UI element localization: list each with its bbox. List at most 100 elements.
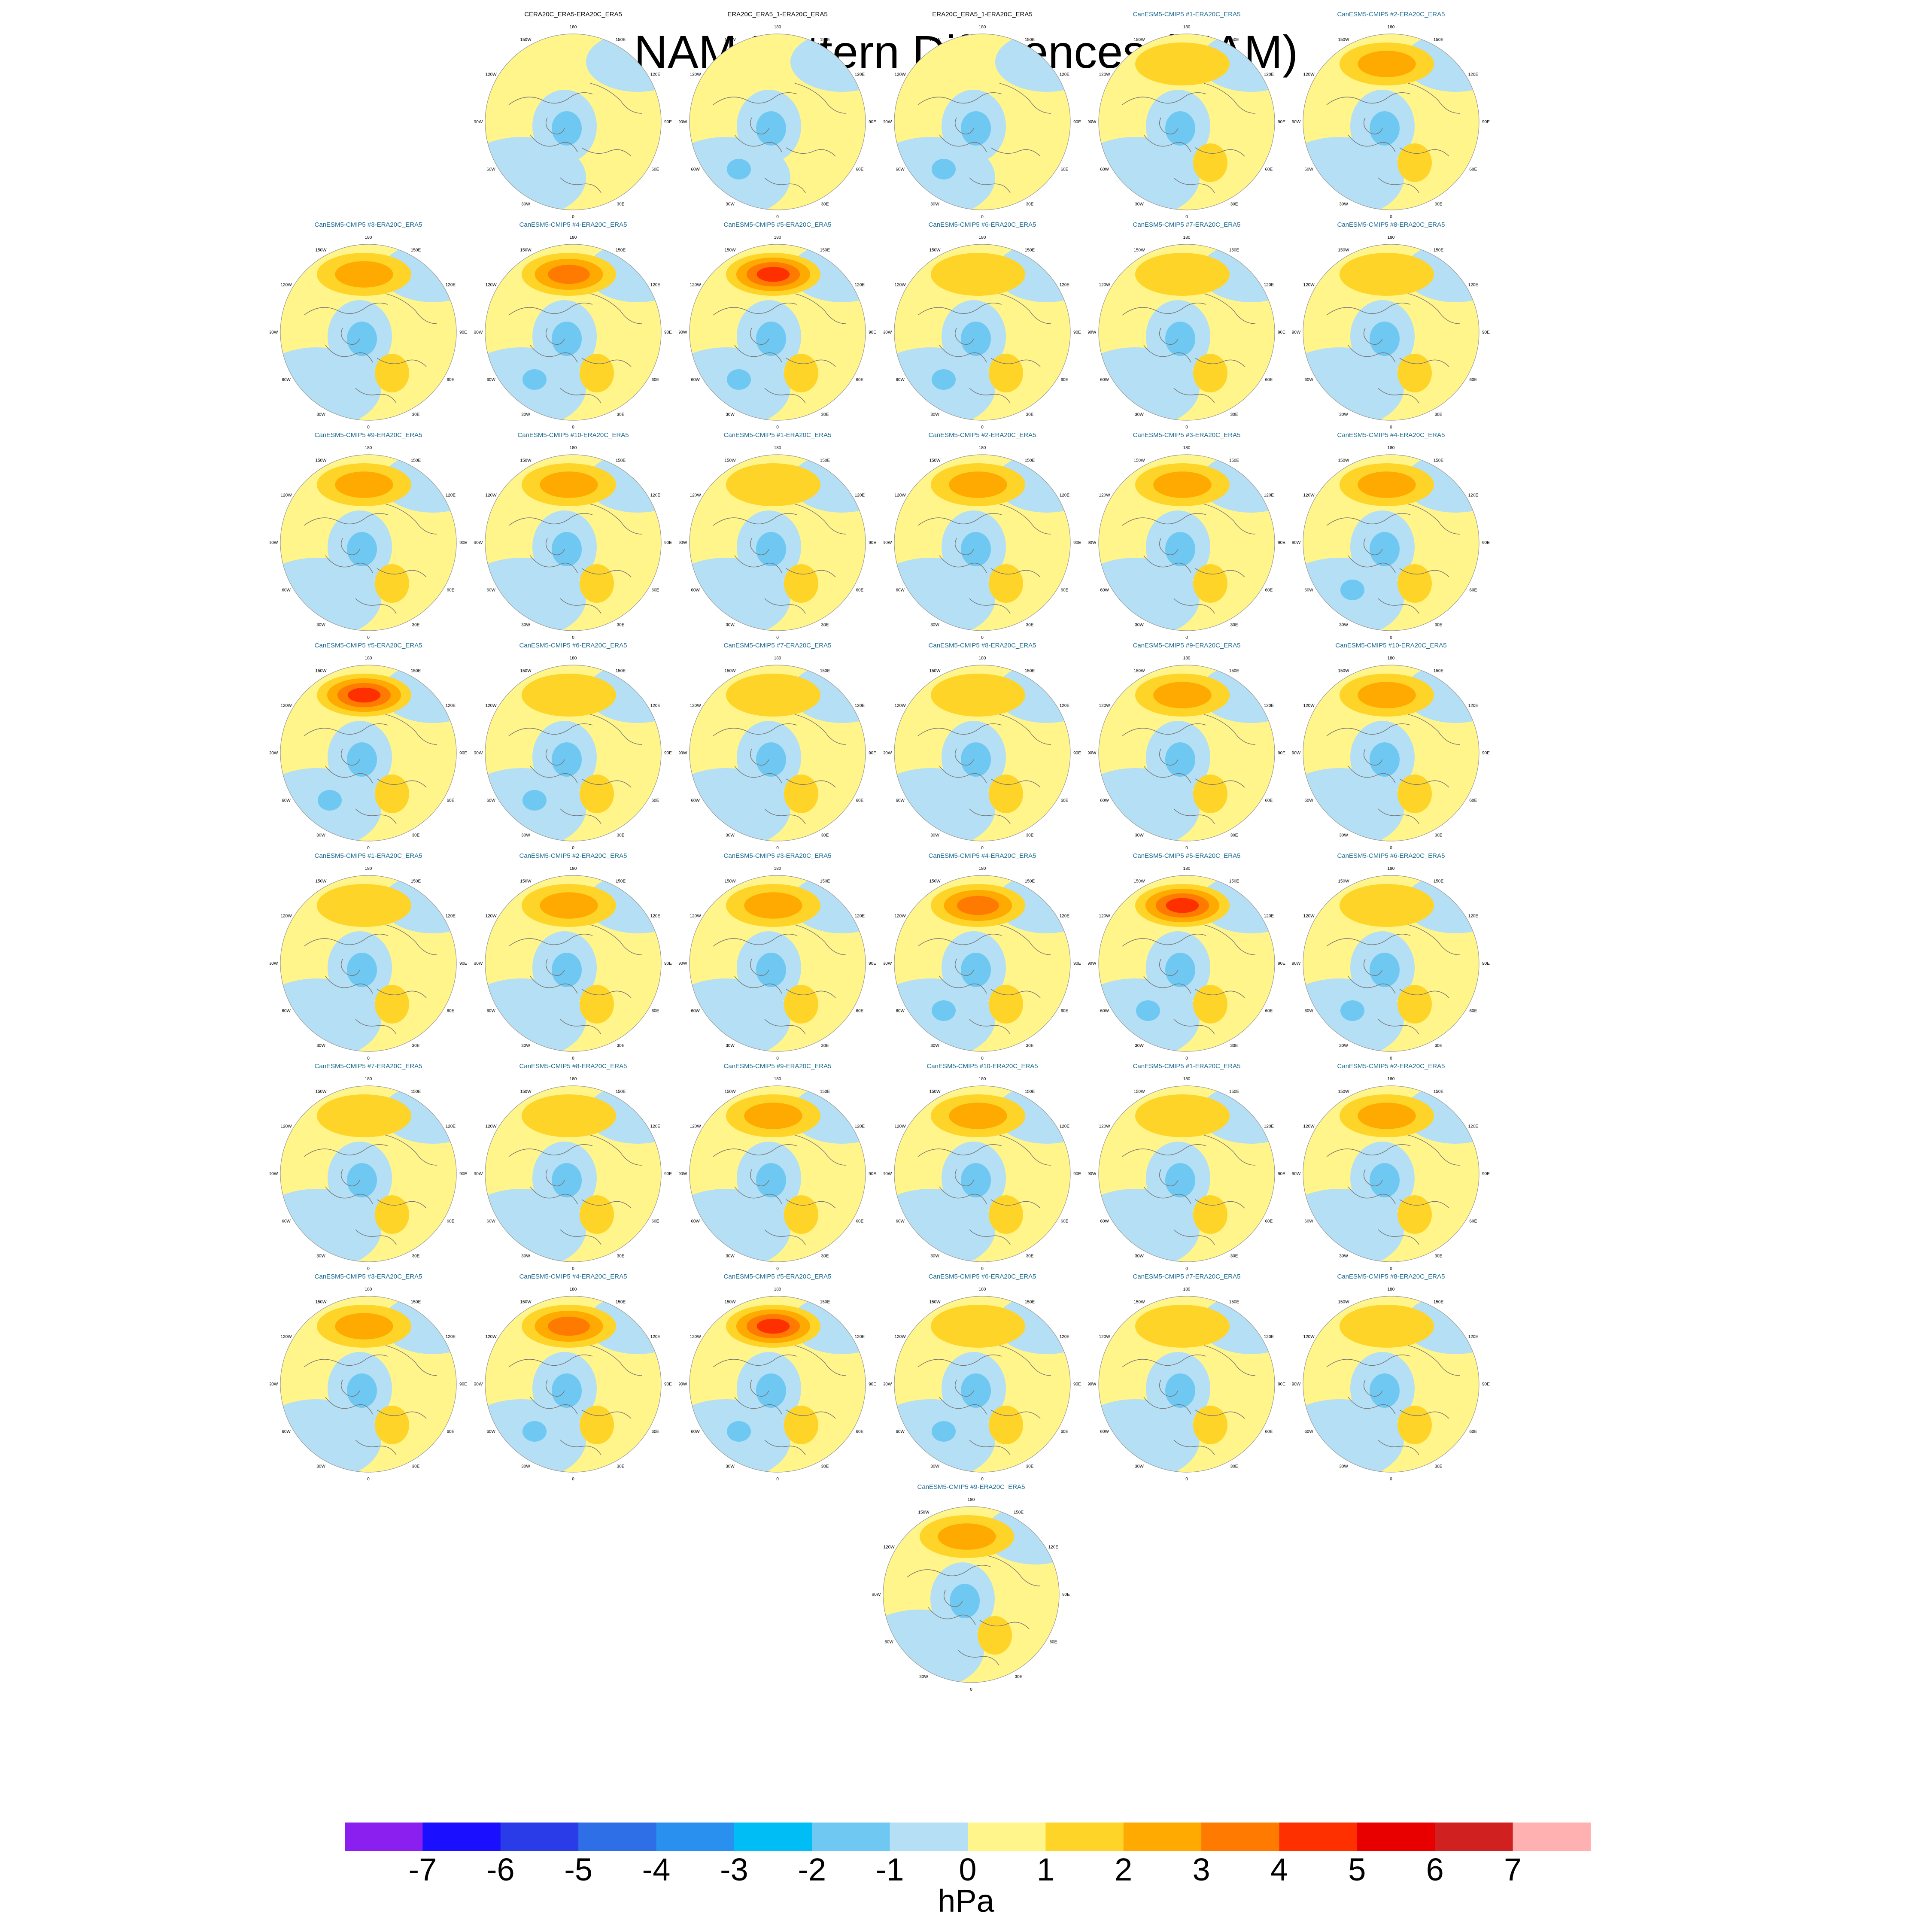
field-arctic-core xyxy=(961,111,991,146)
field-arctic-core xyxy=(1165,1163,1195,1197)
coastline xyxy=(1326,303,1411,316)
field-arctic-core xyxy=(1370,1163,1400,1197)
map-panel: CanESM5-CMIP5 #7-ERA20C_ERA5 180 150E 120E 9… xyxy=(679,642,876,850)
coastline xyxy=(1364,328,1383,345)
longitude-label: 30W xyxy=(1135,833,1144,838)
coastline xyxy=(1378,808,1419,824)
field-arctic-core xyxy=(1370,532,1400,566)
longitude-label: 150E xyxy=(616,248,626,253)
longitude-label: 60W xyxy=(282,799,291,803)
field-pacific-high xyxy=(335,471,393,498)
longitude-label: 0 xyxy=(776,1056,779,1060)
coastline xyxy=(530,345,578,363)
longitude-label: 120E xyxy=(650,283,661,288)
map-boundary xyxy=(894,454,1071,631)
longitude-label: 180 xyxy=(1388,235,1395,240)
longitude-label: 30E xyxy=(1435,833,1443,838)
longitude-label: 30E xyxy=(617,623,625,627)
field-pacific-high xyxy=(938,1523,996,1550)
polar-map: 180 150E 120E 90E 60E 30E 0 30W 60W 90W 120W 150W xyxy=(270,235,467,429)
coastline xyxy=(581,1199,632,1209)
map-boundary xyxy=(689,665,866,841)
polar-map: 180 150E 120E 90E 60E 30E 0 30W 60W 90W 120W 150W xyxy=(1292,235,1490,429)
polar-map: 180 150E 120E 90E 60E 30E 0 30W 60W 90W 120W 150W xyxy=(872,1498,1070,1691)
longitude-label: 90W xyxy=(1292,330,1301,335)
coastline xyxy=(1408,504,1460,535)
polar-map: 180 150E 120E 90E 60E 30E 0 30W 60W 90W 120W 150W xyxy=(474,866,672,1060)
longitude-label: 60W xyxy=(691,1219,700,1224)
longitude-label: 90E xyxy=(869,751,876,756)
longitude-label: 120W xyxy=(1099,1124,1111,1129)
longitude-label: 150E xyxy=(1229,669,1239,674)
longitude-label: 150W xyxy=(1338,879,1349,884)
longitude-label: 0 xyxy=(1390,1267,1392,1270)
panel-title: CanESM5-CMIP5 #5-ERA20C_ERA5 xyxy=(314,642,422,649)
field-atlantic-low xyxy=(1136,1421,1160,1442)
polar-map: 180 150E 120E 90E 60E 30E 0 30W 60W 90W 120W 150W xyxy=(1292,866,1490,1060)
field-europe-high xyxy=(1397,775,1432,813)
longitude-label: 120W xyxy=(884,1545,895,1550)
map-panel: CanESM5-CMIP5 #7-ERA20C_ERA5 180 150E 120E 9… xyxy=(270,1063,467,1270)
longitude-label: 90W xyxy=(1292,541,1301,545)
coastline xyxy=(1195,568,1245,577)
longitude-label: 120W xyxy=(486,1335,497,1340)
map-panel: CanESM5-CMIP5 #10-ERA20C_ERA5 180 150E 120E… xyxy=(884,1063,1081,1270)
longitude-label: 120W xyxy=(690,914,702,919)
field-pacific-high xyxy=(1340,253,1434,296)
coastline xyxy=(713,723,797,736)
coastline xyxy=(1143,1186,1191,1204)
longitude-label: 60E xyxy=(856,378,863,383)
field-atlantic-low xyxy=(522,1000,547,1021)
longitude-label: 150W xyxy=(929,1300,941,1305)
field-arctic-core xyxy=(347,322,377,356)
longitude-label: 60W xyxy=(1304,588,1313,593)
map-panel: CanESM5-CMIP5 #1-ERA20C_ERA5 180 150E 120E 9… xyxy=(1088,1063,1285,1270)
polar-map: 180 150E 120E 90E 60E 30E 0 30W 60W 90W 120W 150W xyxy=(1292,656,1490,850)
longitude-label: 150W xyxy=(724,669,736,674)
coastline xyxy=(508,303,593,316)
field-europe-high xyxy=(784,354,818,392)
longitude-label: 30W xyxy=(316,1043,325,1048)
coastline xyxy=(1408,83,1460,114)
longitude-label: 0 xyxy=(776,215,779,219)
colorbar-bin xyxy=(422,1823,501,1851)
field-atlantic-low xyxy=(318,369,342,390)
longitude-label: 180 xyxy=(570,446,577,450)
coastline xyxy=(581,778,632,788)
longitude-label: 30E xyxy=(1026,623,1034,627)
coastline xyxy=(508,1144,593,1157)
longitude-label: 90E xyxy=(869,1382,876,1387)
panel-title: CanESM5-CMIP5 #1-ERA20C_ERA5 xyxy=(723,431,832,439)
map-panel: CanESM5-CMIP5 #2-ERA20C_ERA5 180 150E 120E 9… xyxy=(1292,1063,1490,1270)
polar-map: 180 150E 120E 90E 60E 30E 0 30W 60W 90W 120W 150W xyxy=(884,1077,1081,1270)
longitude-label: 120W xyxy=(486,73,497,77)
field-pacific-high xyxy=(1358,51,1416,77)
panel-title: CanESM5-CMIP5 #2-ERA20C_ERA5 xyxy=(928,431,1036,439)
coastline xyxy=(1348,976,1396,994)
longitude-label: 120E xyxy=(650,1335,661,1340)
coastline xyxy=(325,555,373,573)
longitude-label: 150W xyxy=(520,879,532,884)
longitude-label: 60E xyxy=(1060,1009,1068,1014)
field-atlantic-low xyxy=(1340,159,1364,179)
longitude-label: 60W xyxy=(1304,167,1313,172)
map-panel: CanESM5-CMIP5 #8-ERA20C_ERA5 180 150E 120E 9… xyxy=(1292,1273,1490,1481)
coastline xyxy=(990,568,1041,577)
coastline xyxy=(377,358,427,367)
polar-map: 180 150E 120E 90E 60E 30E 0 30W 60W 90W 120W 150W xyxy=(679,235,876,429)
field-arctic-core xyxy=(756,742,786,777)
longitude-label: 60W xyxy=(282,1009,291,1014)
field-arctic-core xyxy=(950,1584,980,1618)
longitude-label: 90W xyxy=(1088,120,1097,125)
longitude-label: 60E xyxy=(1265,1009,1273,1014)
field-pacific-high xyxy=(1135,43,1230,85)
longitude-label: 60W xyxy=(486,1430,495,1434)
longitude-label: 30E xyxy=(1015,1674,1023,1679)
field-atlantic-low xyxy=(1136,1000,1160,1021)
panel-title: CanESM5-CMIP5 #9-ERA20C_ERA5 xyxy=(723,1063,832,1070)
longitude-label: 30W xyxy=(316,623,325,627)
longitude-label: 30E xyxy=(1230,202,1238,207)
colorbar-tick-label: 3 xyxy=(1192,1852,1210,1887)
coastline xyxy=(1378,1440,1419,1455)
longitude-label: 30E xyxy=(1435,1043,1443,1048)
